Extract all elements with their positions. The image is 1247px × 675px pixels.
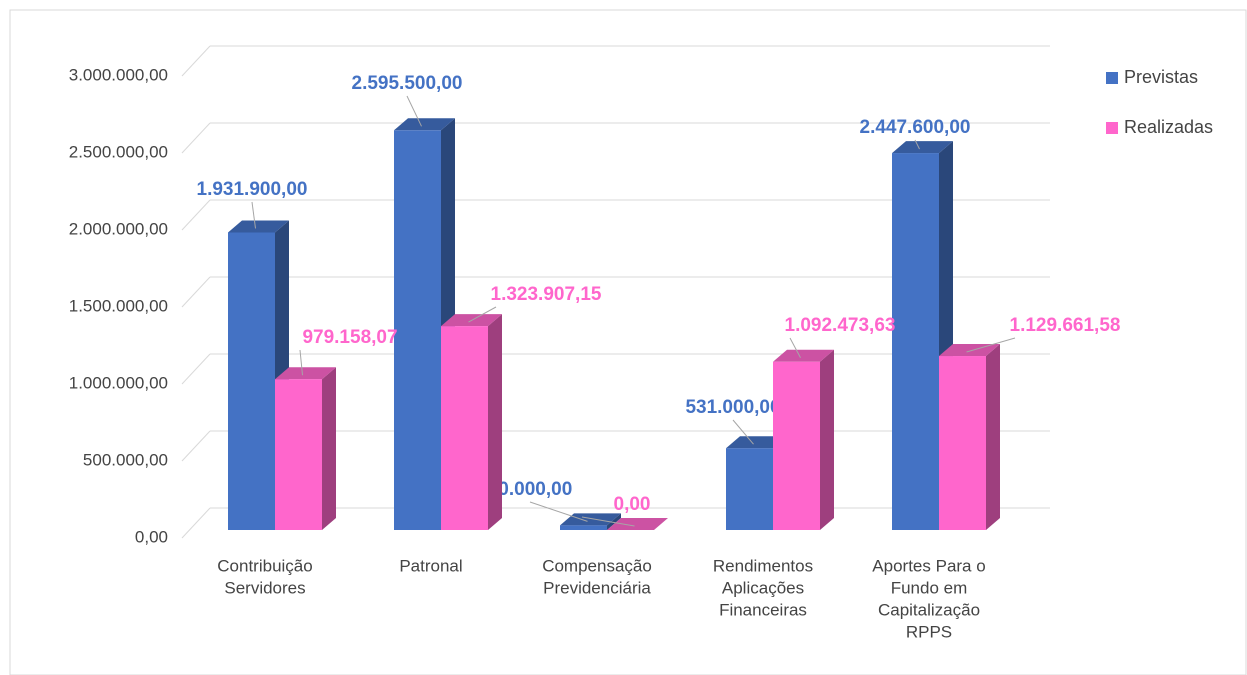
value-label: 1.931.900,00 (197, 179, 308, 200)
y-tick-label: 2.000.000,00 (69, 219, 168, 238)
bar-top (726, 436, 787, 449)
bar-front (939, 356, 986, 530)
leader-line (299, 349, 303, 376)
bar-top (607, 518, 668, 530)
legend-swatch (1106, 122, 1118, 134)
legend-label: Realizadas (1124, 117, 1213, 137)
x-tick-label: Rendimentos (713, 556, 813, 575)
grid-line (181, 45, 211, 77)
leader-line (529, 501, 588, 522)
bar (773, 349, 834, 530)
value-label: 30.000,00 (488, 479, 573, 500)
leader-line (468, 306, 497, 323)
legend-label: Previstas (1124, 67, 1198, 87)
value-label: 0,00 (614, 494, 651, 515)
value-label: 2.447.600,00 (860, 117, 971, 138)
bar-top (275, 367, 336, 380)
grid-line (181, 430, 211, 462)
x-tick-label: RPPS (906, 622, 952, 641)
bar-top (394, 118, 455, 131)
bar (441, 314, 502, 530)
y-tick-label: 3.000.000,00 (69, 65, 168, 84)
x-tick-label: Contribuição (217, 556, 312, 575)
x-tick-label: Financeiras (719, 600, 807, 619)
bar-side (322, 367, 336, 530)
value-label: 1.092.473,63 (785, 315, 896, 336)
grid-line (181, 353, 211, 385)
chart-frame (9, 9, 1247, 675)
value-label: 531.000,00 (685, 397, 780, 418)
bar-side (607, 513, 621, 530)
value-label: 1.323.907,15 (491, 284, 602, 305)
y-tick-label: 0,00 (135, 527, 168, 546)
bar-side (488, 314, 502, 530)
bar-front (560, 525, 607, 530)
legend-swatch (1106, 72, 1118, 84)
y-tick-label: 2.500.000,00 (69, 142, 168, 161)
grid-line (181, 122, 211, 154)
grid-line (181, 276, 211, 308)
grid-line (181, 199, 211, 231)
y-tick-label: 500.000,00 (83, 450, 168, 469)
bar-front (892, 153, 939, 531)
bar-top (892, 141, 953, 154)
y-tick-label: 1.000.000,00 (69, 373, 168, 392)
bar-front (441, 326, 488, 530)
bar (275, 367, 336, 530)
bar-front (394, 130, 441, 530)
grid-line (181, 507, 211, 539)
x-tick-label: Capitalização (878, 600, 980, 619)
leader-line (789, 337, 801, 358)
x-tick-label: Previdenciária (543, 578, 651, 597)
bar (560, 513, 621, 530)
value-label: 2.595.500,00 (352, 73, 463, 94)
y-tick-label: 1.500.000,00 (69, 296, 168, 315)
bar-top (228, 220, 289, 233)
leader-line (966, 337, 1016, 353)
x-tick-label: Patronal (399, 556, 462, 575)
x-tick-label: Fundo em (891, 578, 968, 597)
bar-front (275, 379, 322, 530)
x-tick-label: Compensação (542, 556, 652, 575)
value-label: 979.158,07 (302, 327, 397, 348)
bar (939, 344, 1000, 530)
bar-top (773, 349, 834, 362)
leader-line (251, 201, 256, 229)
x-tick-label: Aplicações (722, 578, 804, 597)
value-label: 1.129.661,58 (1010, 315, 1121, 336)
x-tick-label: Servidores (224, 578, 305, 597)
bar-side (986, 344, 1000, 530)
bar-side (820, 349, 834, 530)
leader-line (732, 419, 754, 445)
bar-front (773, 361, 820, 530)
bar-top (560, 513, 621, 526)
leader-line (406, 95, 422, 127)
bar-front (228, 232, 275, 530)
leader-line (914, 139, 920, 150)
leader-line (581, 516, 635, 527)
bar (607, 518, 668, 530)
x-tick-label: Aportes Para o (872, 556, 985, 575)
bar-front (726, 448, 773, 530)
